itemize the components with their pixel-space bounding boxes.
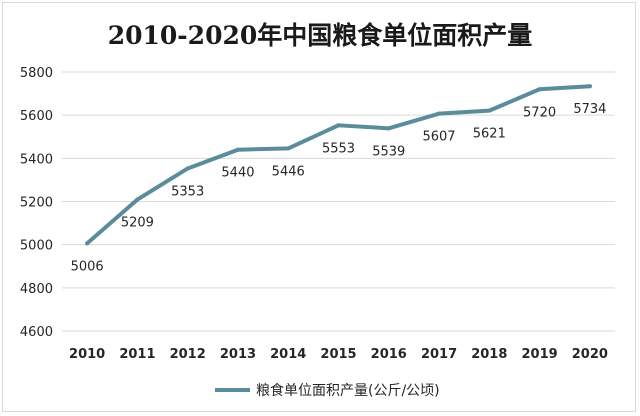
legend-label: 粮食单位面积产量(公斤/公顷)	[256, 382, 440, 399]
x-tick-label: 2013	[220, 347, 256, 362]
data-label: 5621	[473, 127, 506, 142]
x-tick-label: 2017	[421, 347, 457, 362]
data-label: 5607	[422, 130, 455, 145]
series-layer	[85, 84, 592, 246]
data-point	[437, 111, 442, 116]
series-line	[85, 84, 592, 246]
data-point	[286, 146, 291, 151]
data-label: 5440	[221, 166, 254, 181]
legend[interactable]: 粮食单位面积产量(公斤/公顷)	[215, 382, 440, 399]
data-point	[537, 87, 542, 92]
x-tick-label: 2010	[69, 347, 105, 362]
y-tick-label: 5600	[20, 109, 53, 124]
data-point	[235, 147, 240, 152]
y-tick-label: 5000	[20, 239, 53, 254]
data-point	[135, 197, 140, 202]
x-tick-label: 2016	[371, 347, 407, 362]
x-tick-label: 2019	[521, 347, 557, 362]
x-tick-label: 2011	[119, 347, 155, 362]
y-tick-label: 5400	[20, 152, 53, 167]
x-tick-label: 2020	[572, 347, 608, 362]
data-label: 5353	[171, 184, 204, 199]
x-tick-label: 2014	[270, 347, 306, 362]
x-tick-label: 2012	[170, 347, 206, 362]
x-tick-label: 2018	[471, 347, 507, 362]
x-axis-ticks: 2010 2011 2012 2013 2014 2015 2016 2017 2018 2019…	[69, 347, 608, 362]
gridlines	[62, 71, 615, 332]
data-label: 5734	[573, 102, 606, 117]
y-axis-ticks: 4600 4800 5000 5200 5400 5600 5800	[20, 66, 53, 340]
data-point	[487, 108, 492, 113]
y-tick-label: 4600	[20, 325, 53, 340]
chart-title: 2010-2020年中国粮食单位面积产量	[108, 21, 533, 50]
data-label: 5006	[71, 259, 104, 274]
data-point	[336, 123, 341, 128]
chart-frame	[2, 2, 636, 412]
data-point	[587, 84, 592, 89]
data-point	[386, 126, 391, 131]
data-point	[85, 241, 90, 246]
y-tick-label: 5200	[20, 196, 53, 211]
data-label: 5209	[121, 216, 154, 231]
data-label: 5539	[372, 144, 405, 159]
data-label: 5446	[272, 164, 305, 179]
data-label: 5720	[523, 105, 556, 120]
data-label: 5553	[322, 141, 355, 156]
y-tick-label: 5800	[20, 66, 53, 81]
y-tick-label: 4800	[20, 282, 53, 297]
data-labels: 5006 5209 5353 5440 5446 5553 5539 5607 5621 5720…	[71, 102, 607, 274]
data-point	[185, 166, 190, 171]
x-tick-label: 2015	[320, 347, 356, 362]
